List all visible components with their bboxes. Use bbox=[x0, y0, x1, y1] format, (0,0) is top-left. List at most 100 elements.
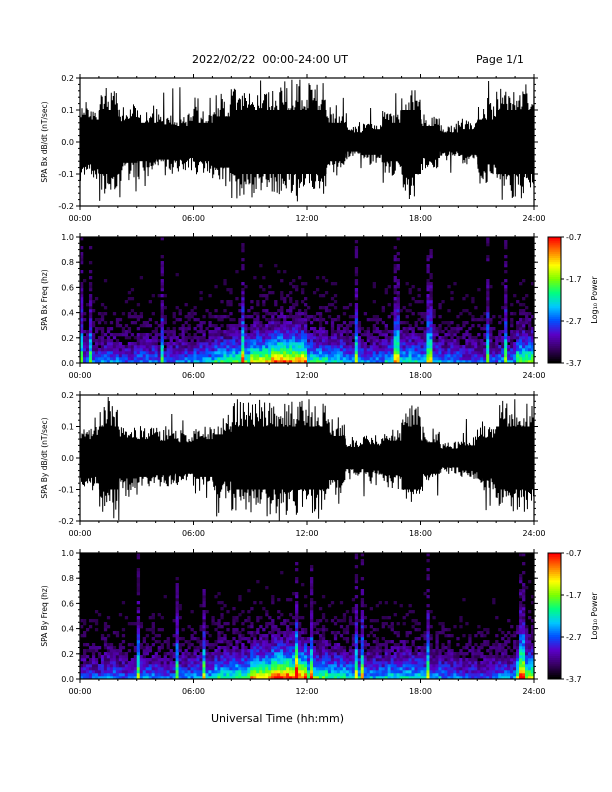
spectrogram-cell bbox=[280, 321, 284, 325]
spectrogram-cell bbox=[483, 661, 487, 665]
spectrogram-cell bbox=[354, 288, 359, 292]
spectrogram-cell bbox=[498, 321, 502, 325]
spectrogram-cell bbox=[450, 330, 454, 334]
spectrogram-cell bbox=[411, 333, 415, 337]
spectrogram-cell bbox=[262, 670, 266, 674]
spectrogram-cell bbox=[88, 667, 93, 671]
spectrogram-cell bbox=[393, 348, 397, 352]
spectrogram-cell bbox=[396, 664, 400, 668]
spectrogram-cell bbox=[420, 652, 424, 656]
spectrogram-cell bbox=[393, 357, 397, 361]
spectrogram-cell bbox=[274, 673, 278, 677]
spectrogram-cell bbox=[178, 309, 182, 313]
spectrogram-cell bbox=[256, 354, 260, 358]
spectrogram-cell bbox=[381, 357, 385, 361]
spectrogram-cell bbox=[486, 258, 490, 262]
spectrogram-cell bbox=[139, 342, 144, 346]
spectrogram-cell bbox=[330, 658, 335, 662]
spectrogram-cell bbox=[336, 360, 341, 364]
spectrogram-cell bbox=[360, 628, 365, 632]
spectrogram-cell bbox=[307, 664, 311, 668]
spectrogram-cell bbox=[417, 342, 421, 346]
spectrogram-cell bbox=[250, 661, 254, 665]
spectrogram-cell bbox=[223, 336, 227, 340]
spectrogram-cell bbox=[160, 658, 164, 662]
spectrogram-cell bbox=[531, 315, 535, 319]
spectrogram-cell bbox=[154, 354, 158, 358]
spectrogram-cell bbox=[80, 354, 84, 358]
spectrogram-cell bbox=[136, 625, 141, 629]
spectrogram-cell bbox=[369, 646, 374, 650]
spectrogram-cell bbox=[339, 345, 344, 349]
spectrogram-cell bbox=[121, 348, 126, 352]
spectrogram-cell bbox=[301, 628, 305, 632]
spectrogram-cell bbox=[354, 312, 359, 316]
spectrogram-cell bbox=[256, 655, 260, 659]
spectrogram-cell bbox=[304, 664, 308, 668]
spectrogram-cell bbox=[223, 339, 227, 343]
spectrogram-cell bbox=[426, 309, 430, 313]
spectrogram-cell bbox=[253, 601, 257, 605]
spectrogram-cell bbox=[501, 306, 505, 310]
spectrogram-cell bbox=[292, 673, 296, 677]
spectrogram-cell bbox=[142, 333, 147, 337]
spectrogram-cell bbox=[190, 354, 194, 358]
spectrogram-cell bbox=[286, 670, 290, 674]
spectrogram-cell bbox=[507, 339, 511, 343]
spectrogram-cell bbox=[426, 676, 430, 680]
spectrogram-cell bbox=[187, 643, 191, 647]
spectrogram-cell bbox=[265, 345, 269, 349]
spectrogram-cell bbox=[151, 348, 155, 352]
spectrogram-cell bbox=[289, 336, 293, 340]
x-tick-label: 06:00 bbox=[182, 371, 205, 380]
spectrogram-cell bbox=[262, 333, 266, 337]
spectrogram-cell bbox=[360, 616, 365, 620]
spectrogram-cell bbox=[301, 676, 305, 680]
spectrogram-cell bbox=[271, 318, 275, 322]
spectrogram-cell bbox=[465, 351, 469, 355]
panel-1-core-band bbox=[98, 110, 119, 174]
spectrogram-cell bbox=[112, 345, 117, 349]
spectrogram-cell bbox=[259, 336, 263, 340]
spectrogram-cell bbox=[292, 670, 296, 674]
spectrogram-cell bbox=[175, 619, 179, 623]
spectrogram-cell bbox=[525, 330, 529, 334]
spectrogram-cell bbox=[369, 318, 374, 322]
spectrogram-cell bbox=[82, 342, 87, 346]
spectrogram-cell bbox=[286, 619, 290, 623]
spectrogram-cell bbox=[354, 303, 359, 307]
spectrogram-cell bbox=[504, 255, 508, 259]
spectrogram-cell bbox=[309, 360, 314, 364]
spectrogram-cell bbox=[115, 342, 120, 346]
spectrogram-cell bbox=[447, 324, 451, 328]
spectrogram-cell bbox=[351, 676, 356, 680]
spectrogram-cell bbox=[181, 333, 185, 337]
spectrogram-cell bbox=[139, 348, 144, 352]
spectrogram-cell bbox=[124, 348, 129, 352]
colorbar-swatch bbox=[548, 262, 561, 265]
spectrogram-cell bbox=[396, 634, 400, 638]
spectrogram-cell bbox=[327, 357, 332, 361]
spectrogram-cell bbox=[238, 360, 242, 364]
spectrogram-cell bbox=[378, 318, 382, 322]
spectrogram-cell bbox=[348, 616, 353, 620]
spectrogram-cell bbox=[426, 321, 430, 325]
spectrogram-cell bbox=[208, 345, 212, 349]
spectrogram-cell bbox=[408, 646, 412, 650]
colorbar-swatch bbox=[548, 318, 561, 322]
spectrogram-cell bbox=[393, 360, 397, 364]
spectrogram-cell bbox=[492, 667, 496, 671]
spectrogram-cell bbox=[309, 589, 314, 593]
spectrogram-cell bbox=[80, 297, 84, 301]
spectrogram-cell bbox=[495, 652, 499, 656]
spectrogram-cell bbox=[199, 625, 203, 629]
spectrogram-cell bbox=[109, 339, 114, 343]
spectrogram-cell bbox=[253, 342, 257, 346]
spectrogram-cell bbox=[381, 309, 385, 313]
spectrogram-cell bbox=[211, 357, 215, 361]
spectrogram-cell bbox=[477, 351, 481, 355]
spectrogram-cell bbox=[274, 345, 278, 349]
spectrogram-cell bbox=[486, 288, 490, 292]
spectrogram-cell bbox=[103, 279, 108, 283]
spectrogram-cell bbox=[292, 306, 296, 310]
